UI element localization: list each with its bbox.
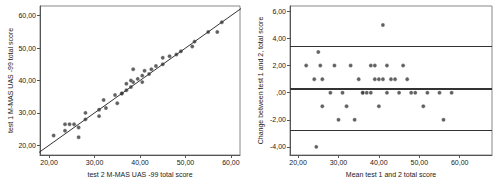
svg-text:60,00: 60,00 — [451, 159, 469, 166]
svg-text:30,00: 30,00 — [18, 109, 36, 116]
svg-text:2,00: 2,00 — [272, 62, 286, 69]
svg-text:50,00: 50,00 — [411, 159, 429, 166]
svg-text:-4,00: -4,00 — [270, 143, 286, 150]
svg-text:20,00: 20,00 — [40, 159, 58, 166]
svg-text:30,00: 30,00 — [86, 159, 104, 166]
svg-text:40,00: 40,00 — [18, 77, 36, 84]
svg-text:50,00: 50,00 — [18, 45, 36, 52]
svg-text:-2,00: -2,00 — [270, 116, 286, 123]
svg-text:Mean test 1 and 2 total score: Mean test 1 and 2 total score — [346, 171, 436, 178]
svg-text:20,00: 20,00 — [18, 142, 36, 149]
svg-text:40,00: 40,00 — [131, 159, 149, 166]
svg-text:4,00: 4,00 — [272, 35, 286, 42]
svg-text:30,00: 30,00 — [330, 159, 348, 166]
svg-text:60,00: 60,00 — [18, 12, 36, 19]
svg-text:test 2 M-MAS UAS -99 total sco: test 2 M-MAS UAS -99 total score — [87, 171, 192, 178]
svg-text:40,00: 40,00 — [370, 159, 388, 166]
svg-text:50,00: 50,00 — [177, 159, 195, 166]
svg-text:,00: ,00 — [276, 89, 286, 96]
svg-text:60,00: 60,00 — [222, 159, 240, 166]
svg-text:20,00: 20,00 — [289, 159, 307, 166]
svg-text:Change between test 1 and 2, t: Change between test 1 and 2, total score — [257, 17, 265, 145]
svg-text:6,00: 6,00 — [272, 8, 286, 15]
svg-text:test 1 M-MAS UAS -99 total sco: test 1 M-MAS UAS -99 total score — [7, 28, 14, 133]
